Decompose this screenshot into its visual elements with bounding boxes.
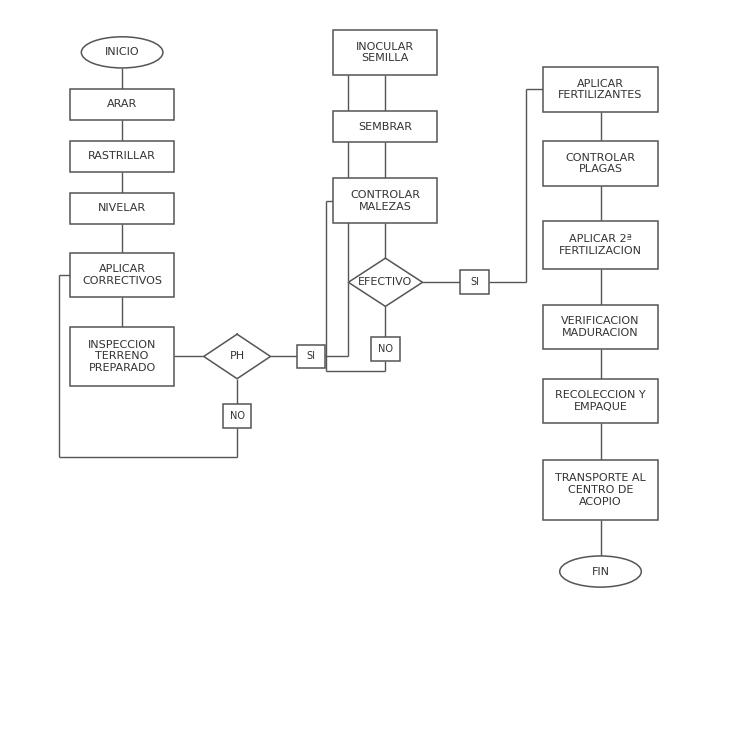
FancyBboxPatch shape: [70, 88, 174, 120]
Text: TRANSPORTE AL
CENTRO DE
ACOPIO: TRANSPORTE AL CENTRO DE ACOPIO: [555, 473, 646, 506]
Text: NO: NO: [378, 344, 393, 354]
Text: EFECTIVO: EFECTIVO: [358, 278, 413, 287]
Text: CONTROLAR
PLAGAS: CONTROLAR PLAGAS: [565, 153, 636, 175]
Text: RASTRILLAR: RASTRILLAR: [88, 152, 156, 161]
FancyBboxPatch shape: [543, 221, 658, 269]
Text: RECOLECCION Y
EMPAQUE: RECOLECCION Y EMPAQUE: [555, 390, 646, 412]
FancyBboxPatch shape: [70, 253, 174, 297]
Text: SI: SI: [307, 352, 316, 362]
Text: APLICAR 2ª
FERTILIZACION: APLICAR 2ª FERTILIZACION: [559, 235, 642, 256]
Text: APLICAR
FERTILIZANTES: APLICAR FERTILIZANTES: [559, 79, 643, 101]
Text: NO: NO: [230, 411, 245, 421]
Text: ARAR: ARAR: [107, 99, 138, 109]
FancyBboxPatch shape: [543, 379, 658, 423]
FancyBboxPatch shape: [333, 111, 437, 142]
Text: INOCULAR
SEMILLA: INOCULAR SEMILLA: [356, 41, 414, 63]
FancyBboxPatch shape: [543, 68, 658, 112]
Text: INSPECCION
TERRENO
PREPARADO: INSPECCION TERRENO PREPARADO: [88, 340, 156, 373]
Polygon shape: [349, 258, 423, 307]
FancyBboxPatch shape: [543, 304, 658, 349]
FancyBboxPatch shape: [371, 338, 399, 361]
Text: VERIFICACION
MADURACION: VERIFICACION MADURACION: [561, 316, 640, 338]
FancyBboxPatch shape: [333, 178, 437, 223]
Text: FIN: FIN: [591, 566, 609, 577]
Text: SEMBRAR: SEMBRAR: [358, 122, 413, 131]
FancyBboxPatch shape: [333, 30, 437, 75]
Ellipse shape: [559, 556, 641, 587]
FancyBboxPatch shape: [70, 141, 174, 172]
FancyBboxPatch shape: [70, 193, 174, 224]
Text: SI: SI: [470, 278, 479, 287]
Text: NIVELAR: NIVELAR: [98, 203, 146, 213]
Ellipse shape: [82, 37, 163, 68]
Text: INICIO: INICIO: [105, 47, 139, 58]
Text: PH: PH: [230, 352, 245, 362]
FancyBboxPatch shape: [543, 460, 658, 520]
FancyBboxPatch shape: [543, 141, 658, 186]
Text: APLICAR
CORRECTIVOS: APLICAR CORRECTIVOS: [82, 264, 162, 286]
Text: CONTROLAR
MALEZAS: CONTROLAR MALEZAS: [351, 190, 420, 211]
Polygon shape: [203, 334, 271, 379]
FancyBboxPatch shape: [460, 271, 488, 294]
FancyBboxPatch shape: [223, 404, 251, 427]
FancyBboxPatch shape: [297, 344, 325, 368]
FancyBboxPatch shape: [70, 327, 174, 386]
